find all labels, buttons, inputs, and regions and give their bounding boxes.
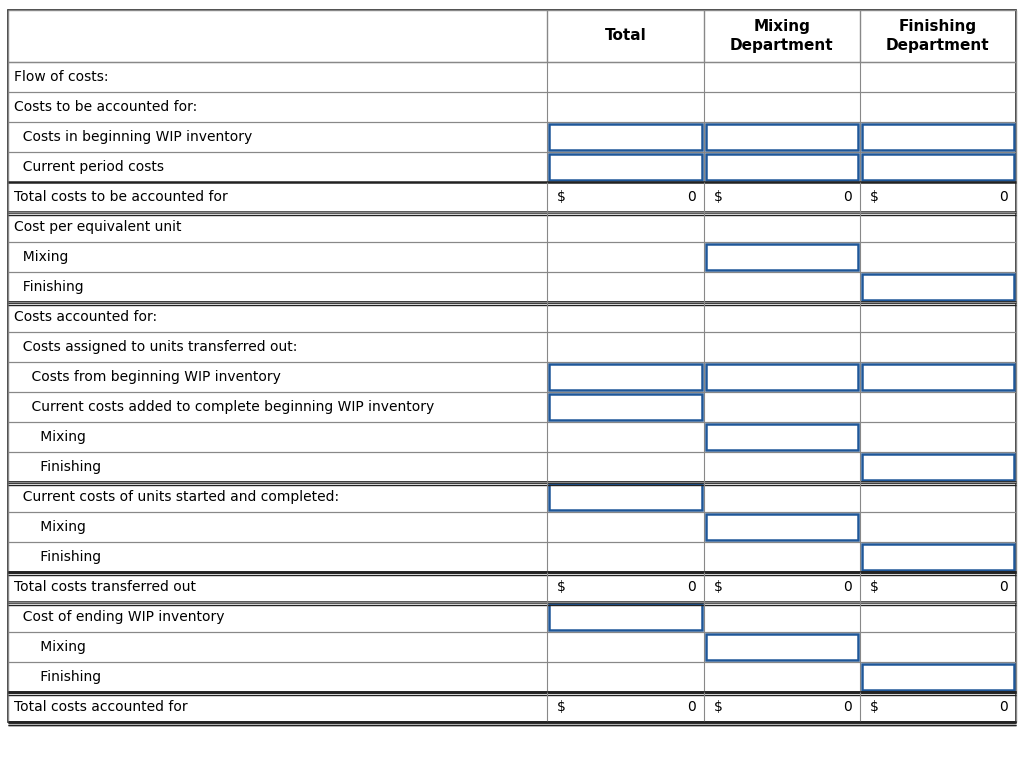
Text: $: $ bbox=[869, 190, 879, 204]
Text: $: $ bbox=[714, 190, 722, 204]
Bar bbox=[706, 124, 858, 150]
Text: Costs in beginning WIP inventory: Costs in beginning WIP inventory bbox=[14, 130, 252, 144]
Text: Costs accounted for:: Costs accounted for: bbox=[14, 310, 157, 324]
Text: Mixing: Mixing bbox=[14, 520, 86, 534]
Bar bbox=[706, 634, 858, 660]
Bar bbox=[549, 364, 701, 390]
Text: Total costs accounted for: Total costs accounted for bbox=[14, 700, 187, 714]
Text: 0: 0 bbox=[843, 580, 852, 594]
Bar bbox=[862, 154, 1014, 180]
Text: 0: 0 bbox=[843, 700, 852, 714]
Bar bbox=[549, 394, 701, 420]
Text: $: $ bbox=[869, 700, 879, 714]
Bar bbox=[862, 664, 1014, 690]
Text: Mixing: Mixing bbox=[14, 430, 86, 444]
Bar bbox=[549, 604, 701, 630]
Text: $: $ bbox=[557, 700, 566, 714]
Text: Cost of ending WIP inventory: Cost of ending WIP inventory bbox=[14, 610, 224, 624]
Text: Finishing: Finishing bbox=[14, 280, 84, 294]
Text: 0: 0 bbox=[687, 190, 695, 204]
Text: 0: 0 bbox=[687, 580, 695, 594]
Text: $: $ bbox=[557, 580, 566, 594]
Text: Total: Total bbox=[604, 29, 646, 43]
Text: Costs to be accounted for:: Costs to be accounted for: bbox=[14, 100, 198, 114]
Text: Current period costs: Current period costs bbox=[14, 160, 164, 174]
Bar bbox=[549, 154, 701, 180]
Text: Finishing: Finishing bbox=[14, 670, 101, 684]
Bar bbox=[862, 124, 1014, 150]
Bar bbox=[862, 274, 1014, 300]
Bar bbox=[862, 544, 1014, 570]
Text: Finishing: Finishing bbox=[14, 550, 101, 564]
Bar bbox=[706, 514, 858, 540]
Bar bbox=[706, 424, 858, 450]
Bar bbox=[862, 454, 1014, 480]
Bar bbox=[706, 154, 858, 180]
Bar bbox=[706, 244, 858, 270]
Text: Mixing: Mixing bbox=[14, 640, 86, 654]
Text: $: $ bbox=[714, 580, 722, 594]
Text: Total costs to be accounted for: Total costs to be accounted for bbox=[14, 190, 227, 204]
Text: 0: 0 bbox=[843, 190, 852, 204]
Text: Finishing
Department: Finishing Department bbox=[886, 19, 989, 52]
Text: Cost per equivalent unit: Cost per equivalent unit bbox=[14, 220, 181, 234]
Text: Total costs transferred out: Total costs transferred out bbox=[14, 580, 196, 594]
Bar bbox=[549, 124, 701, 150]
Text: Finishing: Finishing bbox=[14, 460, 101, 474]
Text: Costs from beginning WIP inventory: Costs from beginning WIP inventory bbox=[14, 370, 281, 384]
Bar bbox=[706, 364, 858, 390]
Text: Costs assigned to units transferred out:: Costs assigned to units transferred out: bbox=[14, 340, 297, 354]
Bar bbox=[862, 364, 1014, 390]
Text: Current costs added to complete beginning WIP inventory: Current costs added to complete beginnin… bbox=[14, 400, 434, 414]
Text: Flow of costs:: Flow of costs: bbox=[14, 70, 109, 84]
Text: 0: 0 bbox=[687, 700, 695, 714]
Text: Mixing: Mixing bbox=[14, 250, 69, 264]
Text: Current costs of units started and completed:: Current costs of units started and compl… bbox=[14, 490, 339, 504]
Bar bbox=[549, 484, 701, 510]
Text: $: $ bbox=[869, 580, 879, 594]
Text: 0: 0 bbox=[999, 580, 1008, 594]
Text: $: $ bbox=[557, 190, 566, 204]
Text: Mixing
Department: Mixing Department bbox=[730, 19, 834, 52]
Text: 0: 0 bbox=[999, 700, 1008, 714]
Text: 0: 0 bbox=[999, 190, 1008, 204]
Text: $: $ bbox=[714, 700, 722, 714]
